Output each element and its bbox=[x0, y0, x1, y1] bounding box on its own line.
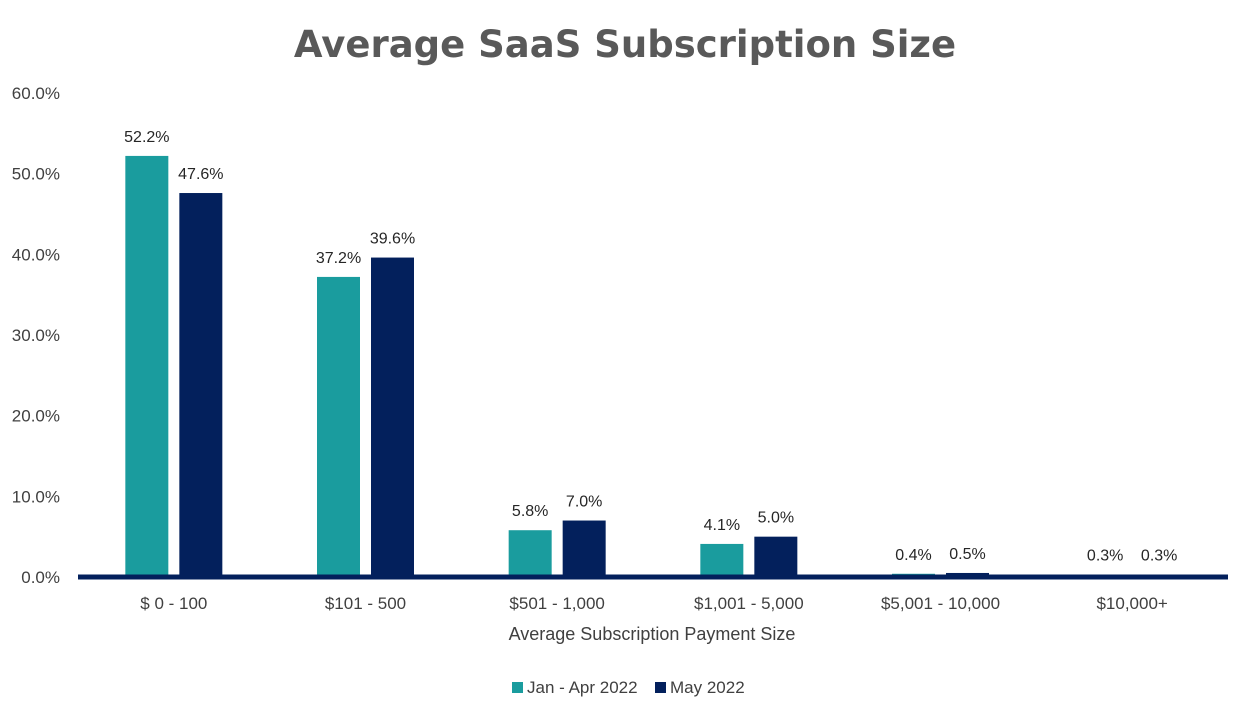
data-label: 52.2% bbox=[124, 129, 169, 146]
data-label: 0.3% bbox=[1141, 548, 1177, 565]
x-category-label: $101 - 500 bbox=[325, 594, 406, 613]
y-tick-label: 60.0% bbox=[12, 84, 60, 103]
y-tick-label: 50.0% bbox=[12, 165, 60, 184]
chart-title: Average SaaS Subscription Size bbox=[294, 23, 956, 66]
data-labels-group: 52.2% 47.6% 37.2% 39.6% 5.8% 7.0% 4.1% 5.0% 0.4%… bbox=[124, 129, 1177, 565]
y-tick-label: 20.0% bbox=[12, 407, 60, 426]
data-label: 5.0% bbox=[758, 510, 794, 527]
x-category-label: $5,001 - 10,000 bbox=[881, 594, 1000, 613]
data-label: 4.1% bbox=[704, 517, 740, 534]
bars-group bbox=[125, 155, 1181, 578]
data-label: 0.4% bbox=[895, 547, 931, 564]
data-label: 7.0% bbox=[566, 494, 602, 511]
x-category-label: $10,000+ bbox=[1096, 594, 1167, 613]
y-tick-label: 30.0% bbox=[12, 326, 60, 345]
bar-jan-apr-2022 bbox=[317, 276, 360, 577]
data-label: 37.2% bbox=[316, 250, 361, 267]
legend: Jan - Apr 2022 May 2022 bbox=[512, 678, 745, 697]
y-tick-label: 40.0% bbox=[12, 245, 60, 264]
legend-swatch bbox=[655, 682, 666, 693]
bar-jan-apr-2022 bbox=[700, 543, 744, 577]
bar-jan-apr-2022 bbox=[125, 155, 169, 578]
bar-may-2022 bbox=[754, 536, 798, 577]
y-tick-label: 10.0% bbox=[12, 487, 60, 506]
bar-may-2022 bbox=[179, 193, 223, 577]
y-tick-label: 0.0% bbox=[21, 568, 60, 587]
x-axis-title: Average Subscription Payment Size bbox=[509, 624, 796, 644]
data-label: 39.6% bbox=[370, 231, 415, 248]
x-category-label: $ 0 - 100 bbox=[140, 594, 207, 613]
data-label: 0.5% bbox=[949, 546, 985, 563]
data-label: 5.8% bbox=[512, 503, 548, 520]
bar-may-2022 bbox=[562, 520, 606, 577]
legend-label: Jan - Apr 2022 bbox=[527, 678, 638, 697]
bar-jan-apr-2022 bbox=[508, 530, 552, 577]
x-category-label: $501 - 1,000 bbox=[509, 594, 604, 613]
bar-may-2022 bbox=[371, 257, 414, 577]
x-axis-category-labels: $ 0 - 100 $101 - 500 $501 - 1,000 $1,001 - … bbox=[140, 594, 1168, 613]
legend-swatch bbox=[512, 682, 523, 693]
data-label: 47.6% bbox=[178, 166, 223, 183]
x-category-label: $1,001 - 5,000 bbox=[694, 594, 804, 613]
data-label: 0.3% bbox=[1087, 548, 1123, 565]
legend-label: May 2022 bbox=[670, 678, 745, 697]
y-axis-ticks: 0.0% 10.0% 20.0% 30.0% 40.0% 50.0% 60.0% bbox=[12, 84, 60, 587]
